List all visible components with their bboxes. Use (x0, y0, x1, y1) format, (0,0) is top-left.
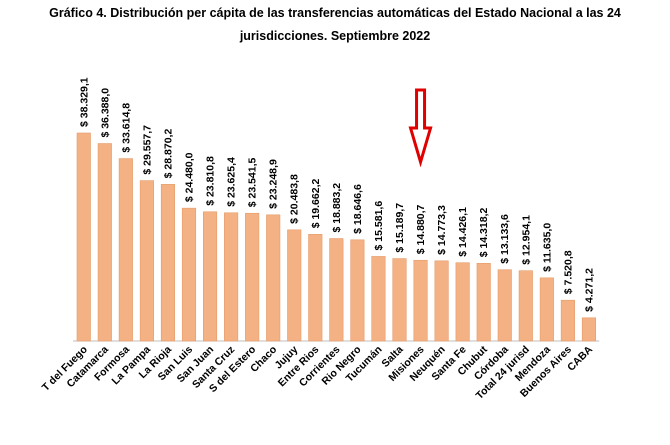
bar-chubut (476, 262, 491, 342)
data-label: $ 33.614,8 (120, 103, 132, 153)
data-label: $ 18.646,6 (352, 184, 364, 234)
bar-c-rdoba (497, 269, 512, 342)
bar-buenos-aires (560, 299, 575, 342)
bar-san-juan (203, 211, 218, 342)
bar-san-luis (181, 207, 197, 342)
bar-rio-negro (350, 239, 365, 342)
bar-la-pampa (139, 180, 154, 342)
bar-neuqu-n (434, 260, 449, 342)
data-label: $ 11.635,0 (541, 223, 553, 272)
data-label: $ 23.541,5 (247, 157, 259, 207)
data-label: $ 23.810,8 (205, 156, 217, 206)
data-label: $ 14.426,1 (457, 207, 469, 257)
bar-s-del-estero (245, 212, 260, 342)
data-label: $ 12.954,1 (520, 215, 532, 265)
bar-entre-rios (308, 233, 323, 342)
bar-jujuy (287, 229, 302, 342)
data-label: $ 38.329,1 (78, 77, 90, 127)
bar-caba (581, 317, 597, 342)
bar-santa-fe (455, 262, 470, 342)
bar-misiones (413, 259, 428, 342)
data-label: $ 23.248,9 (268, 159, 280, 209)
chart-title-line-2: jurisdicciones. Septiembre 2022 (239, 29, 431, 43)
data-label: $ 19.662,2 (310, 179, 322, 229)
bar-formosa (118, 158, 133, 342)
data-label: $ 28.870,2 (162, 129, 174, 179)
data-label: $ 13.133,6 (499, 214, 511, 264)
bar-mendoza (539, 277, 554, 342)
data-label: $ 14.318,2 (478, 208, 490, 258)
bar-corrientes (329, 238, 344, 342)
bar-t-del-fuego (76, 132, 91, 342)
data-label: $ 14.773,3 (436, 205, 448, 255)
data-label: $ 15.581,6 (373, 201, 385, 251)
data-label: $ 7.520,8 (562, 250, 574, 294)
data-label: $ 15.189,7 (394, 203, 406, 253)
data-label: $ 14.880,7 (415, 204, 427, 254)
data-label: $ 23.625,4 (226, 157, 238, 207)
data-label: $ 24.480,0 (184, 152, 196, 202)
data-label: $ 36.388,0 (99, 88, 111, 138)
red-down-arrow-icon (408, 88, 433, 168)
chart-title-line-1: Gráfico 4. Distribución per cápita de la… (49, 6, 621, 20)
bar-tucum-n (371, 256, 386, 342)
data-label: $ 20.483,8 (289, 174, 301, 224)
bar-santa-cruz (224, 212, 239, 342)
data-label: $ 4.271,2 (583, 268, 595, 312)
data-label: $ 18.883,2 (331, 183, 343, 233)
data-label: $ 29.557,7 (141, 125, 153, 175)
bar-salta (392, 258, 407, 342)
bar-catamarca (97, 143, 112, 342)
bar-total-24-jurisd (518, 270, 533, 342)
bar-chaco (266, 214, 281, 342)
bar-la-rioja (160, 184, 175, 342)
